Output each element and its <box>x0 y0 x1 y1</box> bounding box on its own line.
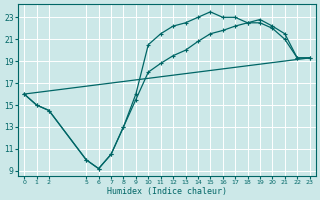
X-axis label: Humidex (Indice chaleur): Humidex (Indice chaleur) <box>107 187 227 196</box>
